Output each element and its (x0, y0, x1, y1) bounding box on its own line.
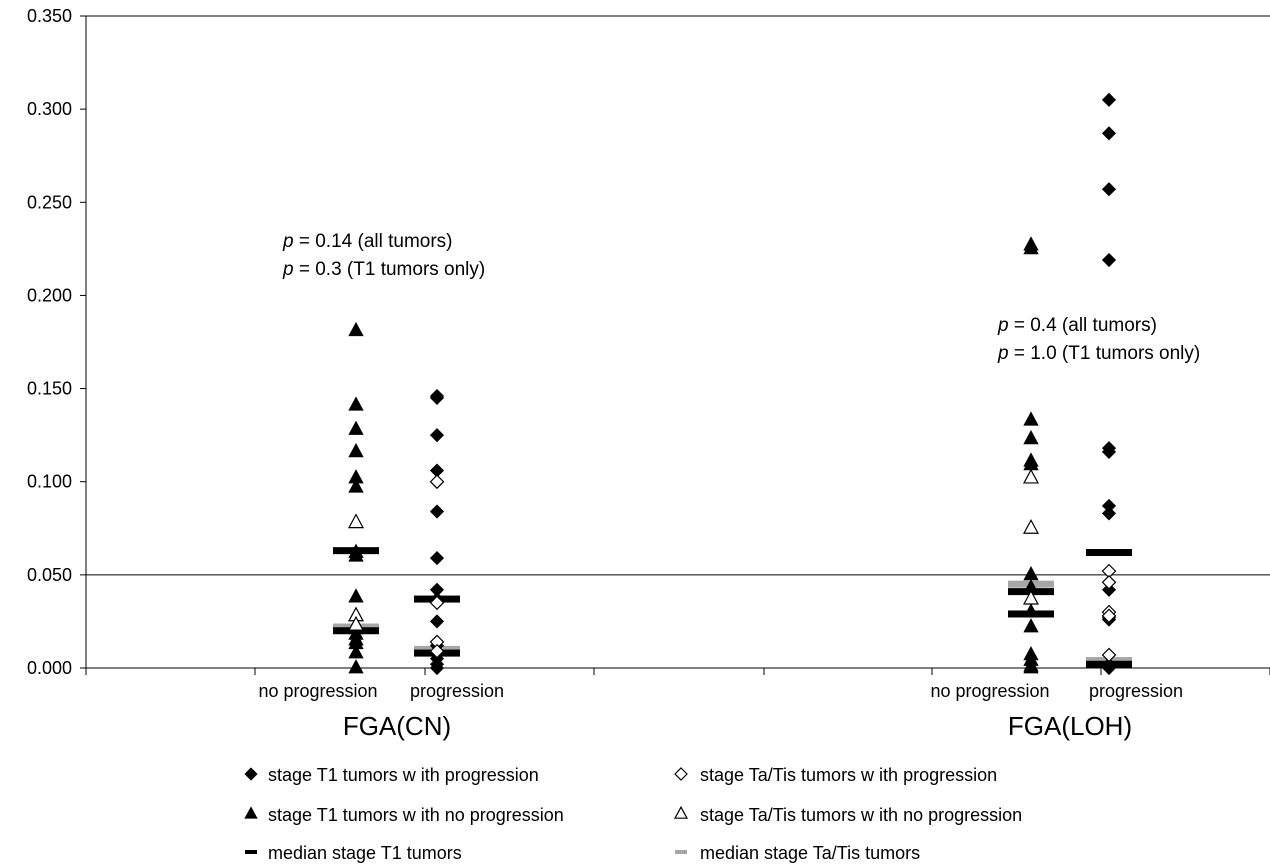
data-point-filled-diamond (1101, 182, 1117, 197)
group-label: FGA(CN) (343, 711, 451, 741)
y-tick-label: 0.100 (27, 472, 72, 492)
legend-item: median stage Ta/Tis tumors (675, 843, 920, 863)
data-point-filled-triangle (348, 588, 364, 603)
data-point-filled-triangle (348, 420, 364, 435)
legend-item: stage Ta/Tis tumors w ith progression (674, 765, 997, 785)
legend-label: median stage T1 tumors (268, 843, 462, 863)
data-point-filled-triangle (348, 443, 364, 458)
data-point-filled-diamond (429, 390, 445, 405)
data-point-filled-triangle (348, 321, 364, 337)
data-point-filled-diamond (1101, 252, 1117, 268)
data-point-filled-diamond (429, 551, 445, 566)
legend-label: stage T1 tumors w ith no progression (268, 805, 564, 825)
y-tick-label: 0.250 (27, 192, 72, 212)
p-value-annotation: p = 0.4 (all tumors) (997, 315, 1157, 336)
data-point-filled-diamond (429, 660, 445, 676)
data-point-open-diamond (429, 595, 445, 611)
data-point-filled-diamond (1101, 506, 1117, 521)
data-point-filled-triangle (1023, 565, 1039, 581)
legend-label: median stage Ta/Tis tumors (700, 843, 920, 863)
category-label: progression (1089, 681, 1183, 701)
y-tick-label: 0.300 (27, 99, 72, 119)
legend-marker-open-diamond (674, 767, 688, 781)
data-point-open-diamond (429, 474, 445, 490)
legend-marker-black-dash (245, 850, 257, 854)
p-value-annotation: p = 1.0 (T1 tumors only) (997, 343, 1200, 364)
category-label: no progression (930, 681, 1049, 701)
data-point-filled-triangle (1023, 618, 1039, 633)
data-marks (333, 92, 1132, 676)
data-point-filled-triangle (1023, 659, 1039, 674)
legend-item: stage Ta/Tis tumors w ith no progression (673, 805, 1022, 825)
data-point-filled-triangle (348, 644, 364, 659)
data-point-filled-triangle (1023, 429, 1039, 445)
data-point-filled-triangle (1023, 603, 1039, 618)
data-point-filled-diamond (429, 504, 445, 519)
data-point-open-diamond (1101, 608, 1117, 624)
data-point-filled-diamond (1101, 126, 1117, 141)
data-point-black-dash (1086, 549, 1132, 557)
legend-marker-open-triangle (673, 805, 689, 819)
data-point-filled-triangle (348, 478, 364, 493)
legend-item: median stage T1 tumors (245, 843, 462, 863)
data-point-filled-triangle (348, 659, 364, 674)
legend-item: stage T1 tumors w ith progression (244, 765, 539, 785)
data-point-filled-diamond (429, 428, 445, 443)
data-point-filled-triangle (348, 396, 364, 411)
data-point-open-diamond (1101, 647, 1117, 663)
y-tick-label: 0.050 (27, 565, 72, 585)
legend-label: stage T1 tumors w ith progression (268, 765, 539, 785)
y-tick-label: 0.150 (27, 379, 72, 399)
y-tick-label: 0.350 (27, 6, 72, 26)
axis-labels: 0.000 0.050 0.100 0.150 0.200 0.250 0.300 0.350… (27, 6, 1183, 741)
data-point-filled-triangle (348, 547, 364, 562)
legend-label: stage Ta/Tis tumors w ith progression (700, 765, 997, 785)
data-point-filled-diamond (1101, 444, 1117, 459)
legend-item: stage T1 tumors w ith no progression (244, 805, 564, 825)
p-value-annotation: p = 0.14 (all tumors) (282, 231, 453, 252)
legend-marker-filled-diamond (244, 767, 258, 781)
data-point-filled-triangle (1023, 239, 1039, 255)
group-label: FGA(LOH) (1008, 711, 1132, 741)
data-point-filled-diamond (1101, 660, 1117, 676)
data-point-open-triangle (1022, 589, 1040, 605)
legend-label: stage Ta/Tis tumors w ith no progression (700, 805, 1022, 825)
category-label: progression (410, 681, 504, 701)
data-point-filled-diamond (429, 614, 445, 629)
data-point-open-diamond (1101, 574, 1117, 590)
data-point-open-triangle (1022, 468, 1040, 484)
category-label: no progression (258, 681, 377, 701)
data-point-filled-diamond (1101, 92, 1117, 107)
y-tick-label: 0.000 (27, 658, 72, 678)
legend-marker-filled-triangle (244, 806, 258, 819)
y-tick-label: 0.200 (27, 285, 72, 305)
data-point-open-triangle (347, 615, 365, 631)
axes (80, 15, 1270, 675)
legend-marker-gray-dash (675, 850, 687, 854)
data-point-filled-diamond (1101, 582, 1117, 597)
p-value-annotations: p = 0.14 (all tumors) p = 0.3 (T1 tumors … (282, 231, 1200, 364)
data-point-open-triangle (1022, 518, 1040, 534)
data-point-open-diamond (429, 643, 445, 659)
legend: stage T1 tumors w ith progression stage T… (244, 765, 1022, 863)
data-point-filled-triangle (1023, 411, 1039, 426)
p-value-annotation: p = 0.3 (T1 tumors only) (282, 259, 485, 280)
data-point-open-triangle (347, 513, 365, 529)
